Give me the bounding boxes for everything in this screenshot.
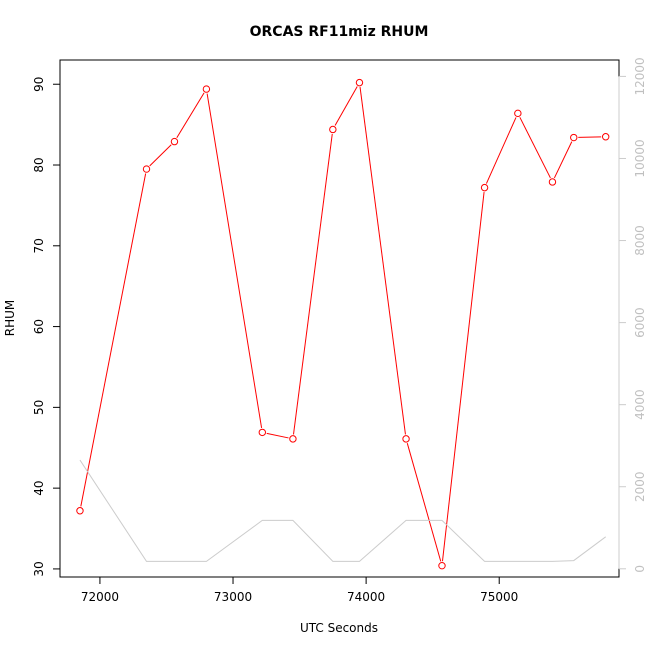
y-tick-label: 40	[32, 481, 46, 496]
series-line-segment	[266, 432, 289, 439]
x-tick-label: 72000	[81, 590, 119, 604]
y2-tick-label: 6000	[633, 307, 647, 338]
data-point	[601, 133, 610, 141]
series-line-segment	[485, 117, 517, 184]
series-line-segment	[519, 117, 551, 179]
y2-tick-label: 8000	[633, 225, 647, 256]
x-tick-label: 73000	[214, 590, 252, 604]
series-line-segment	[80, 173, 147, 507]
data-point	[142, 165, 151, 173]
series-line	[79, 459, 606, 562]
chart-title: ORCAS RF11miz RHUM	[250, 24, 429, 40]
y2-tick-label: 10000	[633, 139, 647, 177]
series-line-segment	[578, 136, 602, 138]
series-line-segment	[206, 93, 263, 429]
y2-tick-label: 0	[633, 565, 647, 573]
y-tick-label: 30	[32, 561, 46, 576]
series-layer	[76, 78, 610, 570]
y-axis-label: RHUM	[3, 300, 17, 337]
data-point	[402, 435, 410, 443]
data-point	[76, 507, 84, 515]
x-tick-label: 74000	[347, 590, 385, 604]
series-line-segment	[553, 141, 573, 179]
data-point	[438, 561, 446, 570]
data-point	[570, 133, 578, 142]
data-point	[514, 109, 522, 118]
x-axis: 72000 73000 74000 75000	[81, 576, 518, 604]
data-point	[355, 78, 364, 87]
y-tick-label: 60	[32, 319, 46, 334]
series-2	[79, 459, 606, 562]
y-tick-label: 70	[32, 238, 46, 253]
series-line-segment	[441, 192, 485, 562]
y-axis: 30 40 50 60 70 80 90	[32, 77, 61, 577]
x-tick-label: 75000	[480, 590, 518, 604]
y2-axis: 0 2000 4000 6000 8000 10000 12000	[618, 57, 647, 573]
series-line-segment	[406, 443, 442, 562]
data-point	[170, 137, 179, 146]
series-line-segment	[292, 133, 333, 435]
y2-tick-label: 2000	[633, 471, 647, 502]
y-tick-label: 80	[32, 157, 46, 172]
data-point	[289, 435, 297, 443]
series-line-segment	[359, 87, 406, 435]
data-point	[202, 85, 211, 93]
series-line-segment	[149, 144, 172, 167]
data-point	[258, 428, 267, 437]
series-line-segment	[176, 92, 205, 139]
series-1	[76, 78, 610, 570]
data-point	[548, 178, 557, 186]
y2-tick-label: 4000	[633, 389, 647, 420]
series-line-segment	[334, 86, 358, 126]
y2-tick-label: 12000	[633, 57, 647, 95]
y-tick-label: 50	[32, 400, 46, 415]
data-point	[480, 183, 489, 192]
y-tick-label: 90	[32, 77, 46, 92]
data-point	[329, 125, 337, 134]
x-axis-label: UTC Seconds	[300, 621, 378, 635]
